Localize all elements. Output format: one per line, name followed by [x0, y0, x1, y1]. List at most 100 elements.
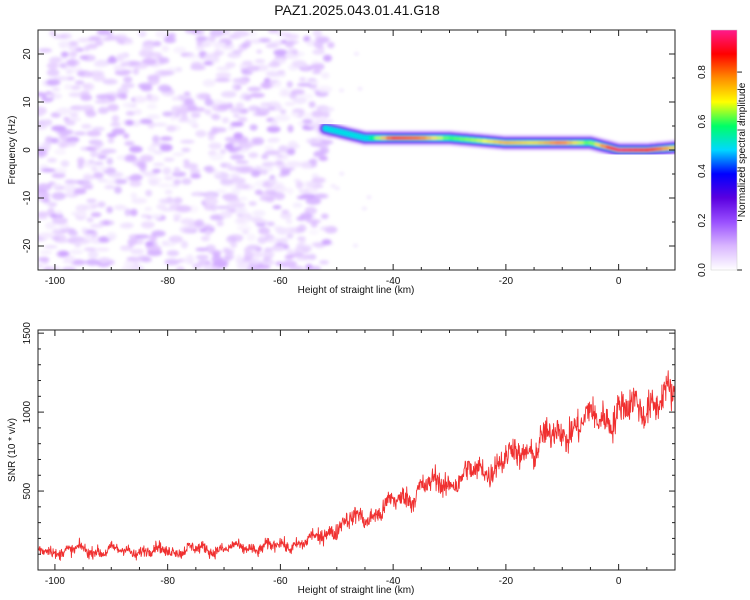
noise-blob	[215, 72, 232, 79]
snr-series-line	[38, 370, 675, 561]
noise-blob	[220, 149, 227, 155]
noise-blob	[287, 48, 298, 55]
noise-blob	[38, 147, 46, 155]
noise-blob	[274, 187, 289, 193]
noise-blob	[295, 181, 303, 189]
noise-blob	[314, 193, 329, 199]
noise-blob	[279, 87, 291, 94]
noise-blob	[212, 41, 226, 48]
noise-blob	[124, 141, 135, 146]
noise-blob	[134, 234, 150, 239]
noise-blob	[249, 258, 262, 265]
noise-blob	[286, 148, 296, 156]
colorbar-tick-label: 0.0	[697, 263, 708, 277]
noise-blob	[38, 107, 47, 115]
noise-blob	[175, 67, 183, 72]
noise-blob	[44, 266, 53, 270]
noise-blob	[90, 212, 102, 218]
noise-blob	[266, 125, 281, 133]
noise-blob	[280, 212, 292, 220]
noise-blob	[128, 242, 135, 248]
noise-blob	[168, 235, 183, 244]
noise-blob	[296, 243, 305, 250]
noise-blob	[272, 182, 284, 188]
noise-blob	[287, 124, 294, 133]
noise-blob	[68, 41, 79, 46]
noise-blob	[38, 92, 45, 97]
noise-blob	[204, 229, 212, 236]
noise-blob	[38, 183, 52, 191]
noise-blob	[173, 179, 181, 185]
noise-blob	[118, 40, 125, 45]
noise-blobs	[38, 30, 372, 270]
noise-blob	[123, 76, 133, 83]
noise-blob	[132, 68, 140, 75]
noise-blob	[235, 160, 249, 164]
snr-axes: -100 -80 -60 -40 -20 0 500 1000 1500	[22, 322, 676, 587]
noise-blob	[181, 147, 191, 153]
noise-blob	[312, 49, 325, 55]
noise-blob	[272, 205, 282, 210]
noise-blob	[287, 187, 294, 195]
noise-blob	[319, 139, 334, 145]
noise-blob	[102, 220, 110, 226]
noise-blob	[51, 93, 63, 100]
noise-blob	[112, 178, 128, 185]
noise-blob	[49, 30, 56, 36]
noise-blob	[290, 112, 300, 117]
noise-blob	[194, 191, 201, 197]
noise-blob	[322, 111, 330, 118]
noise-blob	[319, 260, 329, 265]
x-tick-label: -80	[160, 576, 175, 587]
noise-blob	[280, 109, 287, 115]
noise-blob	[262, 161, 276, 167]
noise-blob	[83, 175, 96, 180]
noise-blob	[114, 34, 127, 39]
noise-blob	[149, 51, 162, 58]
noise-blob	[274, 192, 285, 201]
noise-blob	[296, 195, 309, 200]
noise-blob	[310, 265, 322, 270]
noise-blob	[270, 245, 285, 252]
noise-blob	[117, 87, 129, 95]
noise-blob	[238, 142, 248, 148]
noise-blob	[58, 41, 72, 47]
noise-blob	[45, 222, 56, 230]
noise-blob	[46, 62, 59, 69]
noise-blob	[130, 248, 145, 255]
colorbar-label: Normalized spectral amplitude	[737, 82, 748, 217]
noise-blob	[131, 197, 148, 204]
noise-blob	[82, 83, 92, 89]
noise-blob	[203, 197, 219, 206]
noise-blob	[38, 232, 55, 239]
noise-blob	[163, 36, 177, 44]
noise-blob	[91, 203, 99, 209]
noise-blob	[195, 130, 207, 138]
noise-blob	[141, 44, 156, 49]
noise-blob	[86, 130, 102, 137]
y-tick-label: 10	[22, 96, 33, 108]
noise-blob	[48, 57, 62, 64]
noise-blob	[66, 58, 80, 67]
noise-blob	[261, 153, 269, 160]
noise-blob	[284, 40, 295, 48]
noise-blob	[53, 168, 67, 174]
noise-blob	[40, 192, 51, 199]
noise-blob	[103, 180, 117, 184]
noise-blob	[203, 61, 213, 66]
noise-blob	[130, 208, 138, 217]
noise-blob	[305, 197, 322, 205]
noise-blob	[177, 118, 191, 123]
noise-blob	[123, 133, 130, 139]
noise-blob	[216, 220, 224, 227]
noise-blob	[172, 171, 187, 177]
noise-blob	[160, 136, 173, 142]
noise-blob	[209, 30, 224, 37]
noise-blob	[196, 254, 209, 260]
noise-blob	[199, 39, 212, 48]
noise-blob	[128, 175, 136, 181]
noise-blob	[145, 189, 153, 197]
noise-blob	[212, 259, 229, 267]
noise-blob	[156, 203, 167, 210]
noise-blob	[244, 251, 254, 259]
